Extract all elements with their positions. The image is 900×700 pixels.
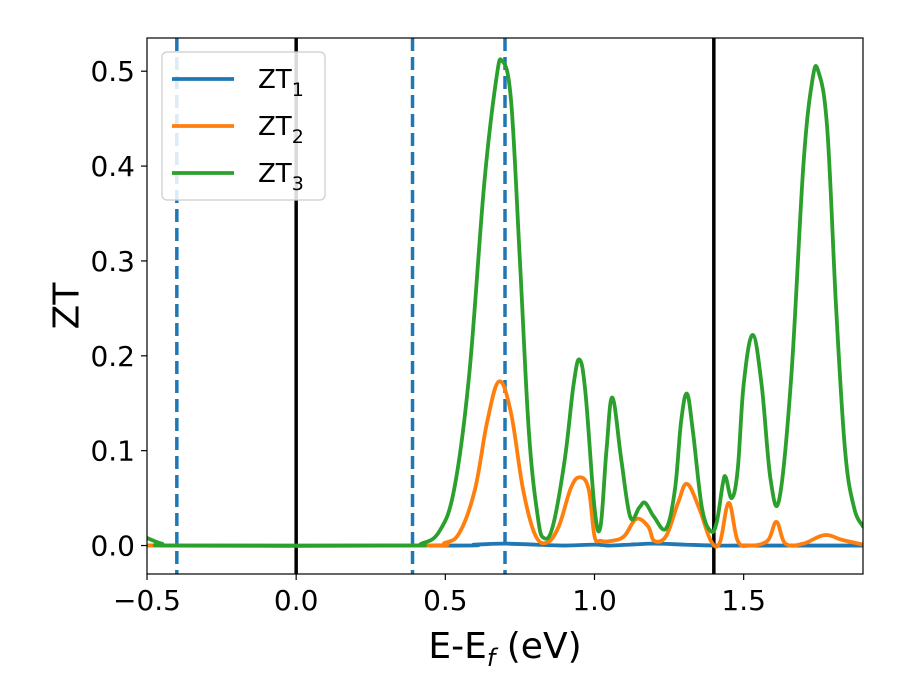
y-tick-label: 0.5 [90, 55, 135, 88]
series-lines [147, 57, 863, 549]
legend-box [161, 51, 326, 201]
y-tick-label: 0.4 [90, 150, 135, 183]
y-axis-label: ZT [47, 282, 88, 330]
legend: ZT1 ZT2 ZT3 [161, 51, 326, 201]
x-tick-label: 0.5 [423, 584, 468, 617]
y-tick-label: 0.2 [90, 340, 135, 373]
x-tick-label: 1.0 [572, 584, 617, 617]
legend-label-3: ZT3 [258, 159, 304, 195]
y-axis: 0.0 0.1 0.2 0.3 0.4 0.5 [90, 55, 147, 563]
y-tick-label: 0.0 [90, 530, 135, 563]
series-line-2 [147, 379, 863, 549]
x-tick-label: −0.5 [113, 584, 181, 617]
y-tick-label: 0.1 [90, 435, 135, 468]
x-axis-label: E-Ef (eV) [428, 626, 581, 672]
legend-label-2: ZT2 [258, 112, 304, 148]
y-tick-label: 0.3 [90, 245, 135, 278]
x-tick-label: 0.0 [274, 584, 319, 617]
plot-frame [146, 37, 864, 575]
series-line-3 [147, 57, 863, 548]
legend-label-1: ZT1 [258, 65, 304, 101]
x-axis: −0.5 0.0 0.5 1.0 1.5 [113, 574, 766, 617]
x-tick-label: 1.5 [721, 584, 766, 617]
